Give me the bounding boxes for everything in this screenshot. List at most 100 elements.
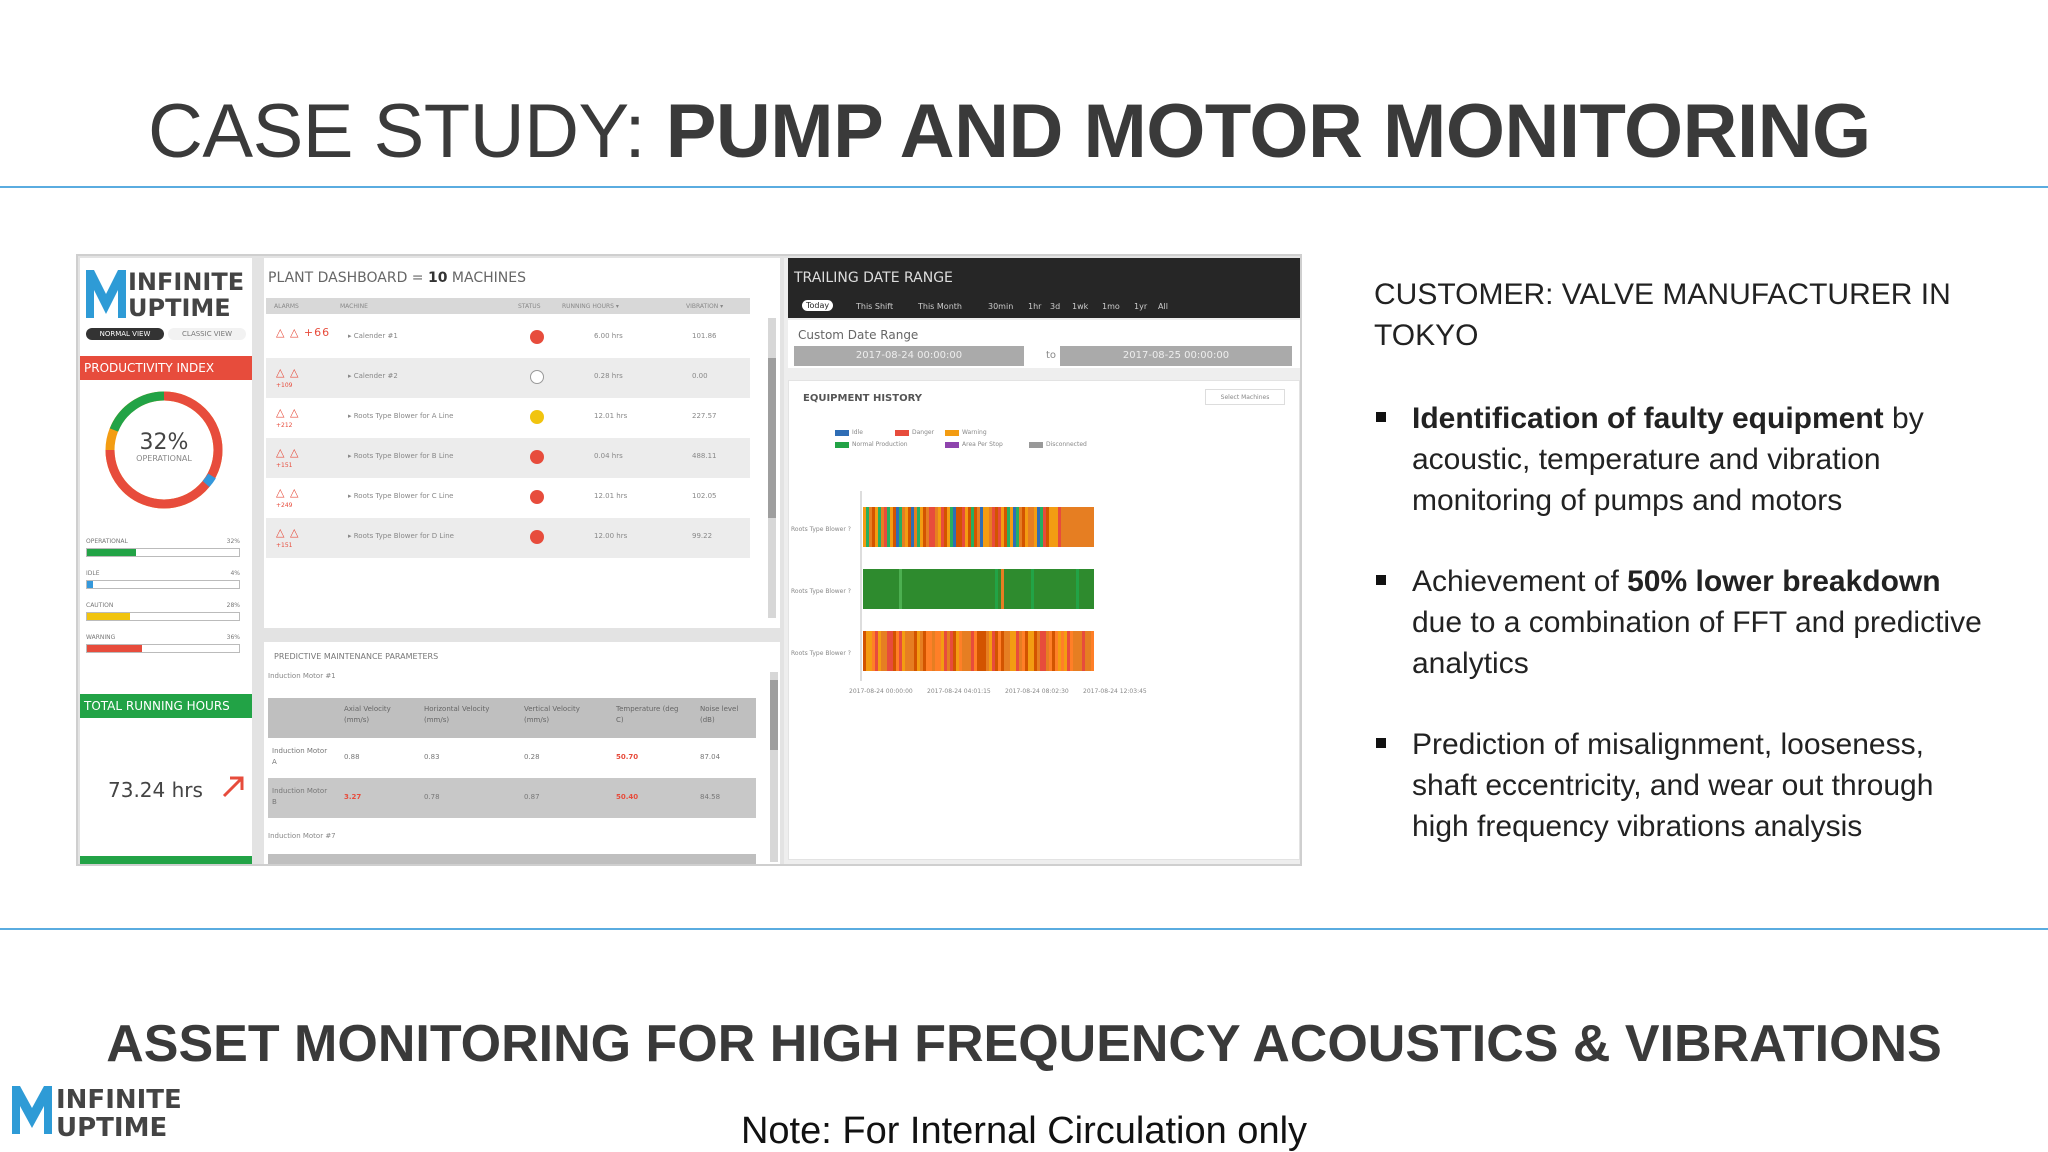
machine-name[interactable]: ▸ Roots Type Blower for A Line [348, 412, 454, 420]
logo-line2: UPTIME [56, 1113, 167, 1142]
timeline-segment [1016, 507, 1019, 547]
timeline-segment [1037, 569, 1040, 609]
col-vibration[interactable]: VIBRATION ▾ [686, 303, 724, 310]
normal-view-button[interactable]: NORMAL VIEW [86, 328, 164, 340]
timeline-segment [1082, 631, 1085, 671]
timeline-segment [887, 507, 890, 547]
timeline-segment [929, 569, 932, 609]
legend-label: Normal Production [852, 441, 908, 448]
timeline-segment [1088, 631, 1091, 671]
timeline-segment [1037, 631, 1040, 671]
bar-label: CAUTION [86, 602, 114, 609]
timeline-segment [983, 631, 986, 671]
timeline-segment [884, 507, 887, 547]
machine-name[interactable]: ▸ Roots Type Blower for B Line [348, 452, 454, 460]
machine-row[interactable]: △ △ +151 ▸ Roots Type Blower for B Line 0.0… [266, 438, 750, 478]
date-range-option[interactable]: 30min [988, 302, 1014, 311]
timeline-segment [1076, 631, 1079, 671]
machine-row[interactable]: △ △ +249 ▸ Roots Type Blower for C Line 12.… [266, 478, 750, 518]
timeline-segment [863, 631, 866, 671]
timeline-segment [989, 507, 992, 547]
pm-axial: 3.27 [344, 793, 362, 801]
timeline-segment [1025, 631, 1028, 671]
date-range-option[interactable]: 1hr [1028, 302, 1042, 311]
date-range-option[interactable]: All [1158, 302, 1168, 311]
status-dot [530, 370, 544, 384]
date-range-option[interactable]: This Month [918, 302, 962, 311]
timeline-segment [890, 631, 893, 671]
scrollbar-thumb[interactable] [770, 680, 778, 750]
machine-name[interactable]: ▸ Roots Type Blower for C Line [348, 492, 454, 500]
date-to-input[interactable]: 2017-08-25 00:00:00 [1060, 346, 1292, 366]
timeline-segment [866, 631, 869, 671]
timeline-segment [1007, 569, 1010, 609]
productivity-index-header: PRODUCTIVITY INDEX [80, 356, 252, 380]
footer-title: ASSET MONITORING FOR HIGH FREQUENCY ACOU… [106, 1015, 1942, 1073]
timeline-segment [986, 507, 989, 547]
timeline-segment [887, 569, 890, 609]
timeline-segment [1046, 507, 1049, 547]
timeline-segment [926, 631, 929, 671]
view-toggle[interactable]: NORMAL VIEW CLASSIC VIEW [86, 328, 246, 342]
timeline-segment [992, 569, 995, 609]
timeline-segment [1010, 507, 1013, 547]
bar-fill [87, 549, 136, 556]
date-range-option[interactable]: 1wk [1072, 302, 1089, 311]
timeline-segment [875, 631, 878, 671]
date-range-option[interactable]: 3d [1050, 302, 1061, 311]
timeline-segment [965, 569, 968, 609]
timeline-segment [923, 507, 926, 547]
col-running-hours[interactable]: RUNNING HOURS ▾ [562, 303, 619, 310]
timeline-segment [884, 569, 887, 609]
timeline-segment [1055, 631, 1058, 671]
equipment-history-chart: Roots Type Blower ? Roots Type Blower ? Ro… [791, 491, 1147, 695]
pm-noise: 84.58 [700, 793, 721, 801]
timeline-segment [1022, 507, 1025, 547]
col-status[interactable]: STATUS [518, 303, 541, 310]
timeline-segment [986, 631, 989, 671]
timeline-segment [905, 569, 908, 609]
bar-caution: CAUTION 28% [86, 602, 240, 621]
timeline-segment [1082, 569, 1085, 609]
select-machines-button[interactable]: Select Machines [1205, 389, 1285, 405]
scrollbar-thumb[interactable] [768, 358, 776, 518]
machine-table-scrollbar[interactable] [768, 318, 776, 618]
pm-scrollbar[interactable] [770, 672, 778, 862]
legend-swatch [945, 441, 959, 448]
timeline-segment [941, 507, 944, 547]
slide-title-prefix: CASE STUDY: [148, 89, 666, 174]
timeline-segment [980, 569, 983, 609]
timeline-segment [1058, 507, 1061, 547]
timeline-segment [875, 569, 878, 609]
timeline-segment [884, 631, 887, 671]
machine-row[interactable]: △ △ +109 ▸ Calender #2 0.28 hrs 0.00 [266, 358, 750, 398]
bar-label: WARNING [86, 634, 116, 641]
date-to-label: to [1046, 350, 1057, 361]
machine-row[interactable]: △ △ +151 ▸ Roots Type Blower for D Line 12.… [266, 518, 750, 558]
timeline-segment [986, 569, 989, 609]
machine-row[interactable]: △ △ +212 ▸ Roots Type Blower for A Line 12.… [266, 398, 750, 438]
timeline-segment [1067, 631, 1070, 671]
timeline-segment [1061, 631, 1064, 671]
timeline-segment [989, 631, 992, 671]
machine-row[interactable]: △ △ +66 ▸ Calender #1 6.00 hrs 101.86 [266, 318, 750, 358]
date-range-option[interactable]: 1mo [1102, 302, 1120, 311]
machine-name[interactable]: ▸ Calender #1 [348, 332, 398, 340]
timeline-segment [1070, 631, 1073, 671]
col-machine[interactable]: MACHINE [340, 303, 368, 310]
col-alarms[interactable]: ALARMS [274, 303, 299, 310]
classic-view-button[interactable]: CLASSIC VIEW [168, 328, 246, 340]
timeline-segment [1061, 507, 1064, 547]
bullet-item: Identification of faulty equipment by ac… [1374, 398, 1994, 521]
bar-fill [87, 645, 142, 652]
timeline-segment [950, 631, 953, 671]
date-from-input[interactable]: 2017-08-24 00:00:00 [794, 346, 1024, 366]
machine-name[interactable]: ▸ Calender #2 [348, 372, 398, 380]
date-range-option[interactable]: 1yr [1134, 302, 1148, 311]
machine-name[interactable]: ▸ Roots Type Blower for D Line [348, 532, 454, 540]
date-range-option[interactable]: Today [802, 300, 834, 311]
timeline-segment [878, 507, 881, 547]
date-range-option[interactable]: This Shift [856, 302, 894, 311]
logo-line1: INFINITE [56, 1085, 182, 1115]
timeline-segment [1043, 569, 1046, 609]
